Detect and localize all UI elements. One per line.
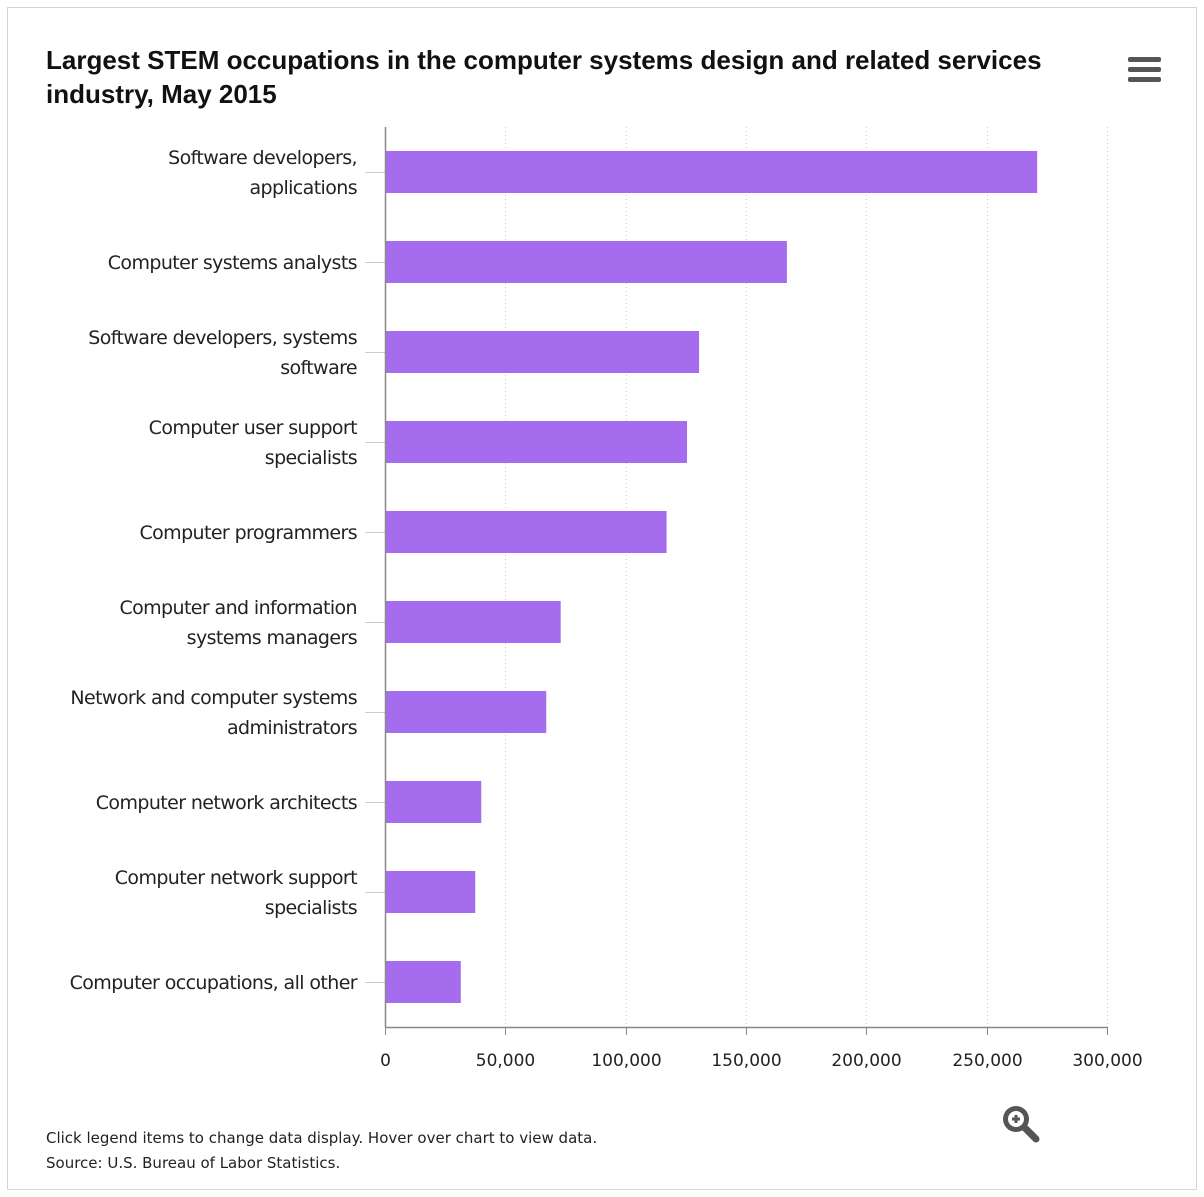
category-label-line: administrators [227,717,357,739]
category-label: Computer systems analysts [108,252,357,274]
chart-container [7,7,1197,1190]
category-label-line: Computer programmers [139,522,357,544]
x-axis-tick-labels: 0 50,000 100,000 150,000 200,000 250,000 300,0… [380,1051,1143,1071]
bar[interactable] [385,961,461,1003]
category-label: Computer network architects [96,792,357,814]
category-label-line: Network and computer systems [70,687,357,709]
chart-footer: Click legend items to change data displa… [46,1126,597,1176]
category-label-line: specialists [265,897,357,919]
x-tick-label: 50,000 [476,1051,535,1071]
bar[interactable] [385,601,561,643]
category-label-line: Computer occupations, all other [70,972,358,994]
category-label-line: Computer network support [115,867,357,889]
category-label: Computer occupations, all other [70,972,358,994]
category-label: Computer programmers [139,522,357,544]
zoom-in-icon [1003,1106,1040,1143]
zoom-button[interactable] [995,1100,1045,1146]
category-label-line: Software developers, [168,147,357,169]
category-label-line: applications [249,177,357,199]
bars [385,151,1038,1003]
category-label-line: software [280,357,357,379]
hamburger-menu-icon-bar [1128,67,1161,72]
category-label: Network and computer systems administrato… [70,687,357,739]
category-label: Software developers, systems software [88,327,357,379]
bar[interactable] [385,241,787,283]
bar[interactable] [385,511,667,553]
category-label: Software developers, applications [168,147,357,199]
category-label-line: systems managers [187,627,357,649]
bar[interactable] [385,781,482,823]
bar[interactable] [385,421,688,463]
bar[interactable] [385,151,1038,193]
bar[interactable] [385,331,700,373]
category-label-line: Software developers, systems [88,327,357,349]
category-label-line: Computer user support [149,417,357,439]
category-label-line: Computer and information [119,597,357,619]
footer-source: Source: U.S. Bureau of Labor Statistics. [46,1154,341,1172]
x-tick-label: 100,000 [591,1051,661,1071]
axes [365,127,1108,1035]
footer-note: Click legend items to change data displa… [46,1129,598,1147]
chart-title: Largest STEM occupations in the computer… [46,45,1042,109]
x-tick-label: 0 [380,1051,391,1071]
hamburger-menu-icon-bar [1128,77,1161,82]
category-label: Computer and information systems managers [119,597,357,649]
bar[interactable] [385,691,547,733]
bar[interactable] [385,871,476,913]
x-tick-label: 250,000 [952,1051,1022,1071]
category-label-line: Computer systems analysts [108,252,357,274]
x-tick-label: 300,000 [1072,1051,1142,1071]
chart-menu-button[interactable] [1122,50,1166,90]
category-label: Computer user support specialists [149,417,357,469]
x-tick-label: 150,000 [711,1051,781,1071]
category-label: Computer network support specialists [115,867,357,919]
bar-chart: Software developers, applications Computer… [70,127,1143,1071]
hamburger-menu-icon [1128,57,1161,62]
category-label-line: specialists [265,447,357,469]
category-label-line: Computer network architects [96,792,357,814]
x-tick-label: 200,000 [831,1051,901,1071]
category-labels: Software developers, applications Computer… [70,147,359,994]
